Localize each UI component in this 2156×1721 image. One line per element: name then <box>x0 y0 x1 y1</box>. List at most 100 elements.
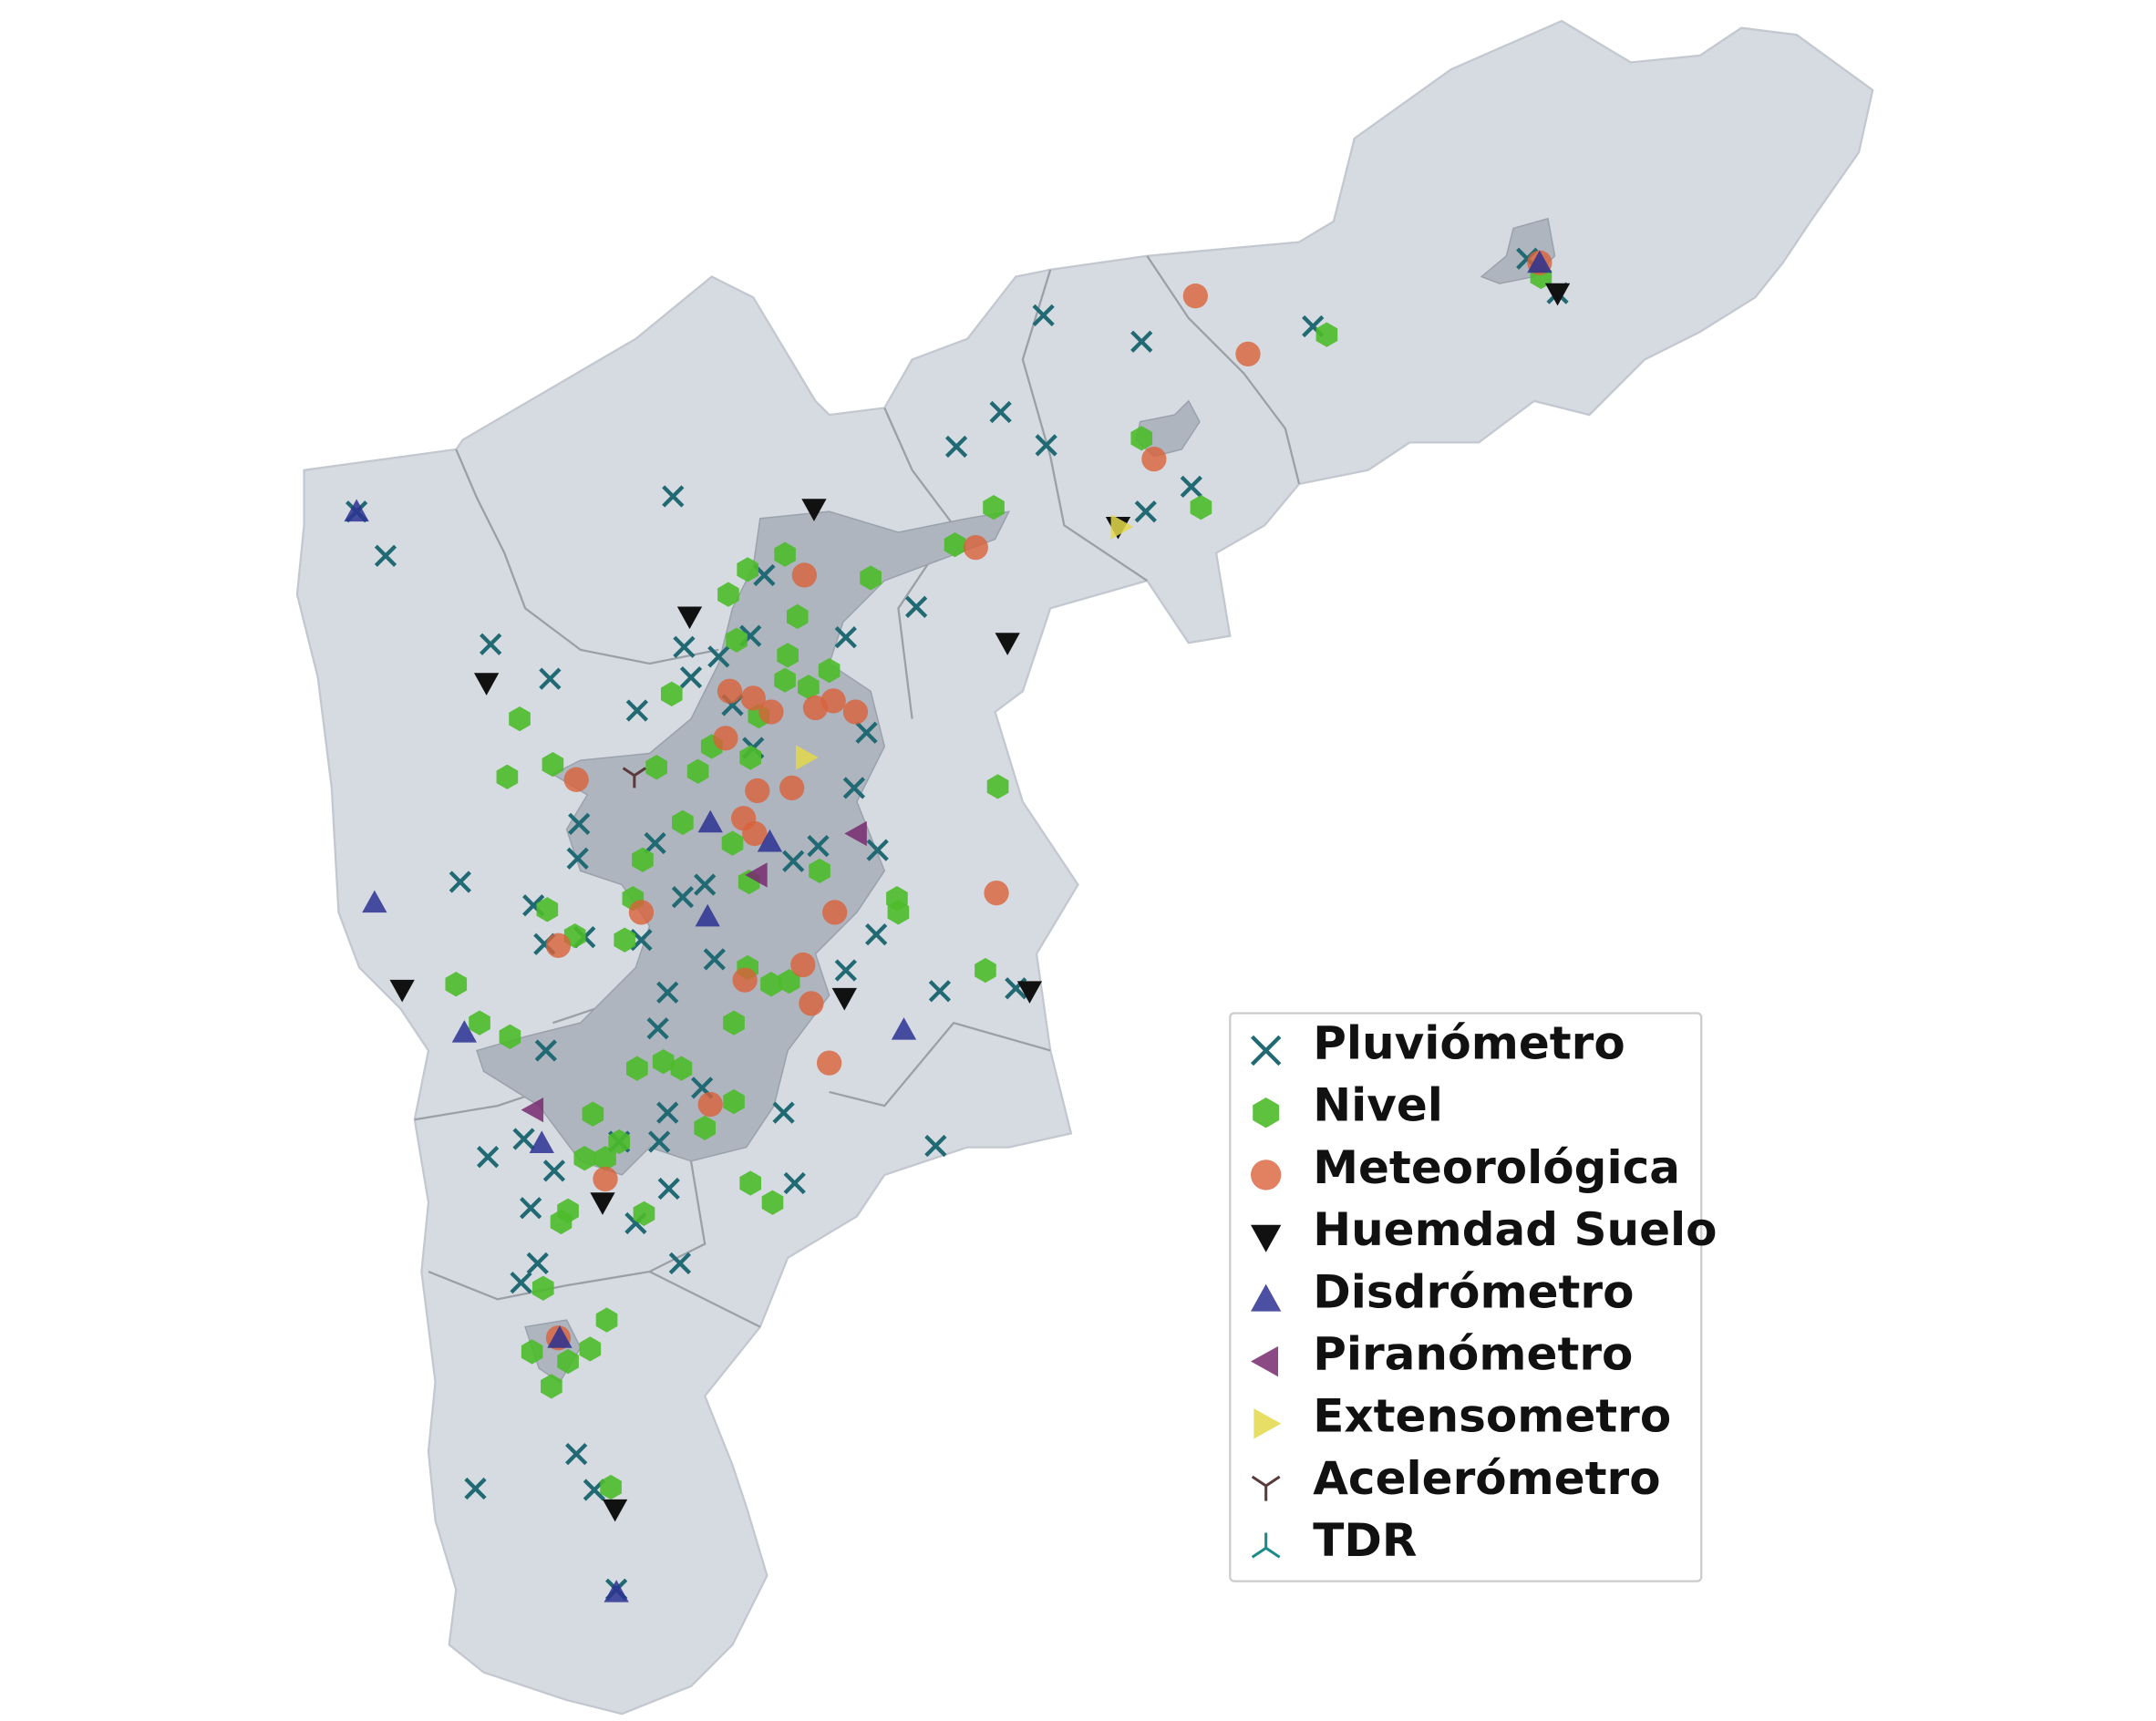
marker <box>795 745 819 770</box>
marker <box>989 400 1012 424</box>
station-markers <box>344 247 1571 1602</box>
marker <box>499 1024 521 1049</box>
marker <box>703 948 726 971</box>
marker <box>590 1192 615 1215</box>
marker <box>782 850 805 872</box>
legend-label: Meteorológica <box>1313 1141 1680 1194</box>
marker <box>1251 1283 1282 1312</box>
marker <box>831 987 857 1011</box>
marker <box>608 1128 630 1155</box>
marker <box>757 829 783 852</box>
marker <box>521 1097 544 1123</box>
marker <box>1253 1097 1280 1128</box>
marker <box>344 499 369 522</box>
marker <box>779 775 805 801</box>
marker <box>662 485 685 508</box>
marker <box>670 1056 693 1081</box>
marker <box>975 957 996 984</box>
marker <box>1253 1408 1282 1439</box>
marker <box>645 755 667 780</box>
marker <box>1251 1345 1279 1377</box>
marker <box>582 1101 604 1127</box>
marker <box>723 1088 745 1115</box>
marker <box>686 758 709 784</box>
marker <box>531 1275 554 1301</box>
marker <box>807 834 830 858</box>
marker <box>374 544 397 567</box>
marker <box>656 981 679 1004</box>
marker <box>745 778 770 804</box>
marker <box>646 1017 669 1040</box>
marker <box>697 1091 723 1118</box>
marker <box>602 1499 628 1522</box>
marker <box>694 873 717 896</box>
marker <box>774 667 796 693</box>
marker <box>860 565 882 591</box>
marker <box>777 643 799 668</box>
marker <box>557 1198 579 1223</box>
marker <box>632 847 654 872</box>
marker <box>1130 330 1153 353</box>
marker <box>449 871 471 893</box>
marker <box>865 922 888 946</box>
marker <box>995 633 1020 655</box>
marker <box>834 626 857 649</box>
marker <box>600 1474 622 1500</box>
legend-label: TDR <box>1313 1514 1417 1567</box>
marker <box>761 1190 784 1215</box>
marker <box>652 1048 675 1075</box>
marker <box>628 900 655 925</box>
marker <box>566 847 589 870</box>
legend-label: Piranómetro <box>1313 1328 1633 1381</box>
marker <box>760 972 782 997</box>
marker <box>1016 981 1043 1004</box>
marker <box>799 991 824 1016</box>
marker <box>1235 341 1261 367</box>
marker <box>1527 250 1553 273</box>
marker <box>1251 1532 1281 1559</box>
marker <box>509 706 531 732</box>
marker <box>657 1177 680 1201</box>
marker <box>542 751 564 778</box>
marker <box>526 1252 549 1275</box>
marker <box>1180 475 1202 499</box>
marker <box>984 880 1009 906</box>
marker <box>842 777 866 799</box>
marker <box>790 952 816 978</box>
marker <box>512 1128 535 1150</box>
marker <box>469 1010 490 1036</box>
marker <box>986 774 1009 799</box>
marker <box>644 831 666 855</box>
marker <box>844 820 867 847</box>
marker <box>464 1477 487 1500</box>
marker <box>603 1580 629 1602</box>
marker <box>1182 283 1209 309</box>
marker <box>510 1272 532 1294</box>
marker <box>545 933 572 958</box>
marker <box>672 809 694 835</box>
marker <box>740 685 766 711</box>
marker <box>534 1039 557 1062</box>
marker <box>1035 434 1057 457</box>
marker <box>820 688 846 714</box>
marker <box>1251 1224 1282 1252</box>
marker <box>473 673 500 696</box>
legend: Pluviómetro Nivel Meteorológica Huemdad Sue… <box>1229 1012 1718 1582</box>
marker <box>717 678 743 704</box>
marker <box>679 665 703 689</box>
marker <box>707 645 730 668</box>
marker <box>1141 446 1167 472</box>
marker <box>786 603 809 630</box>
marker <box>928 980 952 1003</box>
marker <box>451 1020 478 1043</box>
legend-box <box>1229 1012 1703 1582</box>
marker <box>656 1101 679 1124</box>
legend-label: Disdrómetro <box>1313 1265 1634 1318</box>
marker <box>445 972 468 997</box>
marker <box>1190 495 1212 520</box>
marker <box>739 1170 762 1196</box>
marker <box>818 657 841 684</box>
marker <box>477 1146 500 1169</box>
marker <box>732 967 758 993</box>
marker <box>633 1201 655 1226</box>
